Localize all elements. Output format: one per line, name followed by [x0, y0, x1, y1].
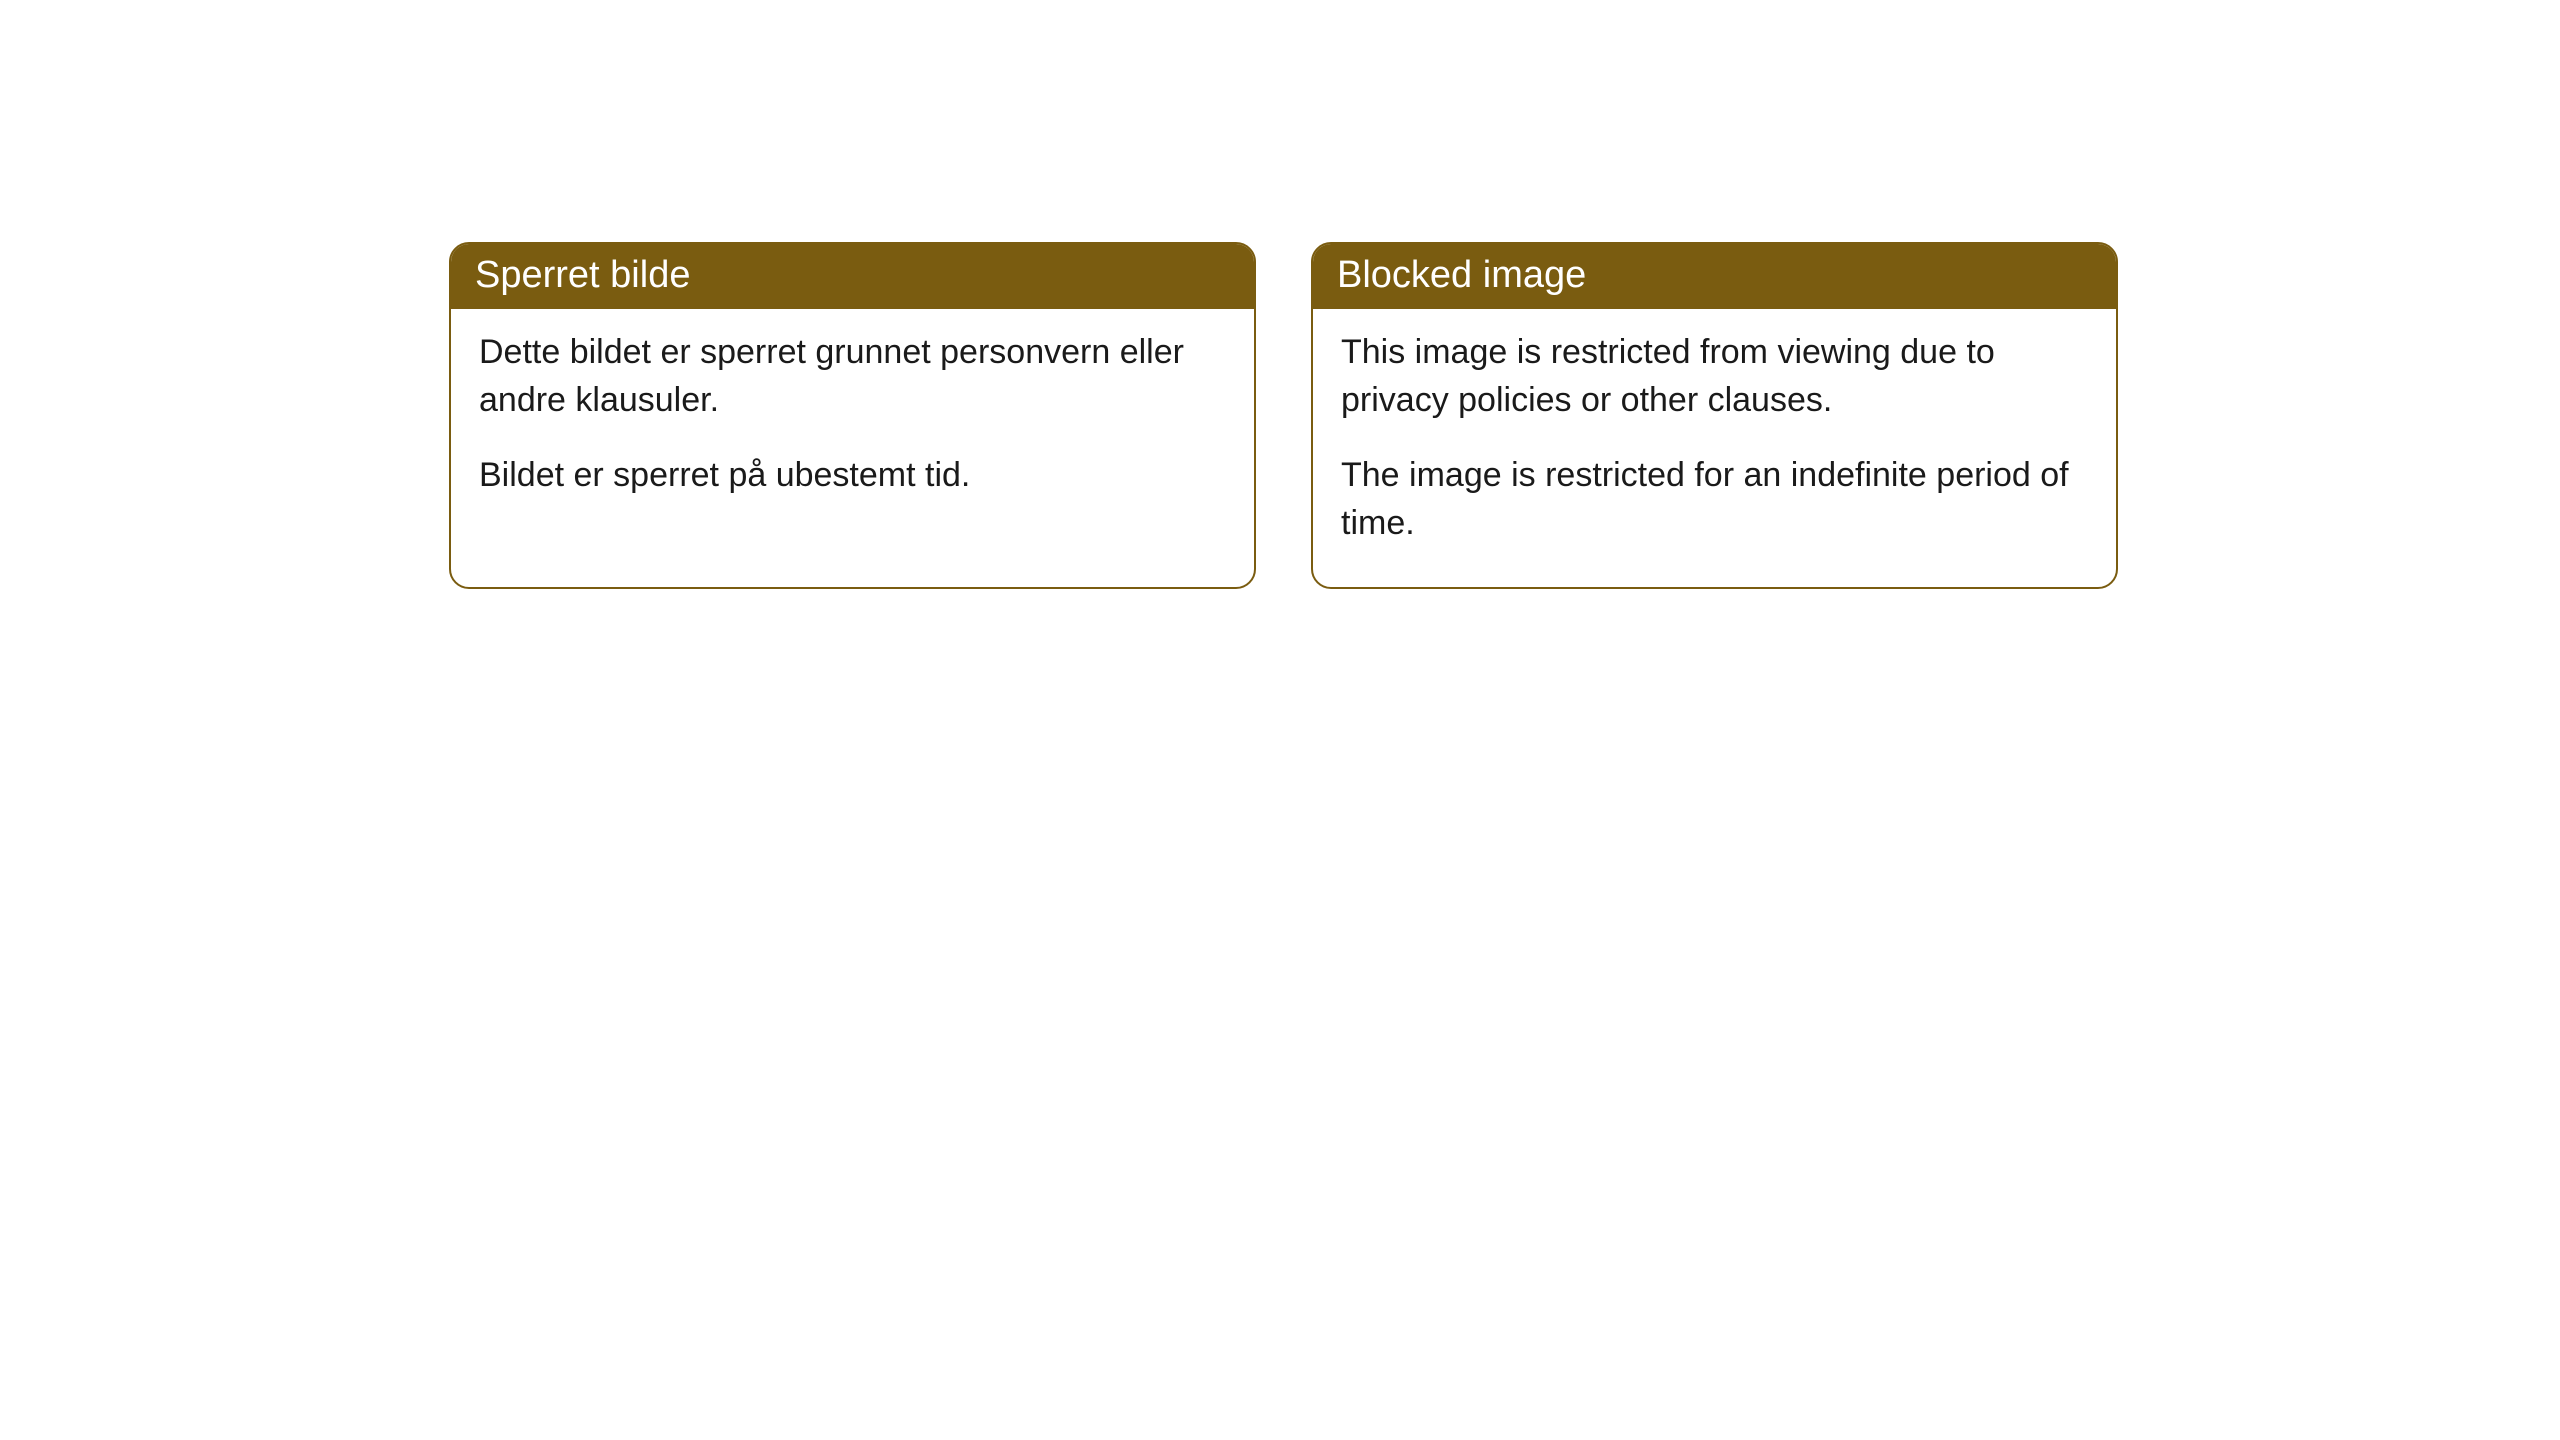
notice-text-norwegian-1: Dette bildet er sperret grunnet personve… [479, 329, 1226, 424]
notice-text-english-2: The image is restricted for an indefinit… [1341, 452, 2088, 547]
notice-body-english: This image is restricted from viewing du… [1313, 309, 2116, 587]
notice-card-norwegian: Sperret bilde Dette bildet er sperret gr… [449, 242, 1256, 589]
notice-card-english: Blocked image This image is restricted f… [1311, 242, 2118, 589]
notice-cards-container: Sperret bilde Dette bildet er sperret gr… [449, 242, 2118, 589]
notice-header-norwegian: Sperret bilde [451, 244, 1254, 309]
notice-header-english: Blocked image [1313, 244, 2116, 309]
notice-text-norwegian-2: Bildet er sperret på ubestemt tid. [479, 452, 1226, 500]
notice-body-norwegian: Dette bildet er sperret grunnet personve… [451, 309, 1254, 540]
notice-text-english-1: This image is restricted from viewing du… [1341, 329, 2088, 424]
